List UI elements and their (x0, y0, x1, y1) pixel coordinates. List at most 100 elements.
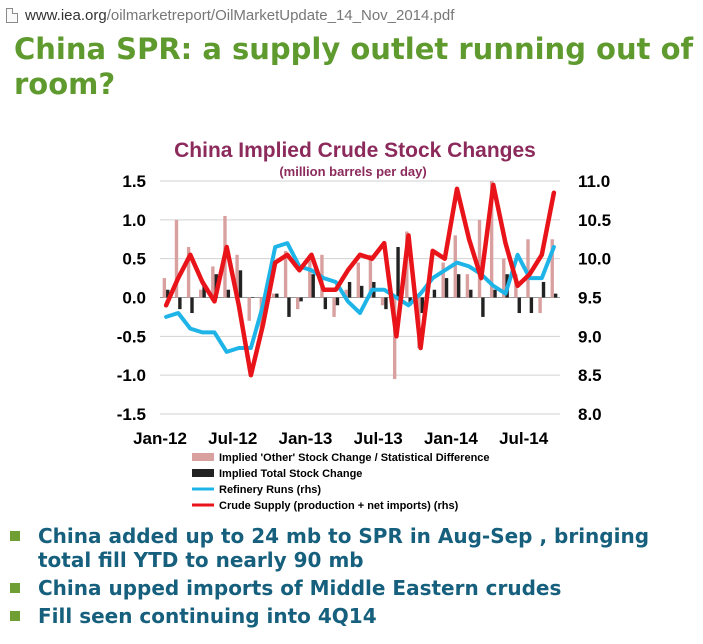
other-stock-bar (199, 289, 203, 298)
legend-other-stock: Implied 'Other' Stock Change / Statistic… (219, 452, 490, 464)
legend-swatch (192, 453, 214, 461)
total-stock-bar (299, 297, 303, 302)
url-path: /oilmarketreport/OilMarketUpdate_14_Nov_… (106, 6, 455, 24)
total-stock-bar (335, 297, 340, 306)
total-stock-bar (469, 289, 473, 298)
y-right-tick-label: 10.5 (578, 211, 611, 230)
total-stock-bar (190, 297, 194, 314)
line-layer (163, 182, 557, 378)
url-host: www.iea.org (25, 6, 107, 24)
bullet-text: Fill seen continuing into 4Q14 (38, 604, 377, 628)
total-stock-bar (275, 293, 279, 298)
other-stock-bar (271, 293, 276, 298)
other-stock-bar (453, 235, 457, 298)
x-tick-label: Jul-12 (208, 429, 257, 448)
other-stock-bar (477, 219, 482, 298)
chart-subtitle: (million barrels per day) (279, 164, 426, 179)
total-stock-bar (226, 289, 231, 298)
other-stock-bar (392, 297, 397, 380)
total-stock-bar (517, 297, 521, 314)
other-stock-bar (235, 254, 239, 298)
y-right-tick-label: 8.5 (578, 366, 602, 385)
other-stock-bar (489, 181, 494, 298)
y-right-tick-label: 9.0 (578, 327, 602, 346)
y-right-tick-label: 8.0 (578, 405, 602, 424)
x-tick-label: Jan-14 (424, 429, 478, 448)
other-stock-bar (186, 247, 191, 298)
legend-swatch (192, 469, 214, 477)
total-stock-bar (456, 274, 461, 298)
bullet-text: China added up to 24 mb to SPR in Aug-Se… (38, 524, 650, 572)
total-stock-bar (444, 278, 449, 298)
other-stock-bar (308, 254, 312, 298)
other-stock-bar (538, 297, 542, 314)
tick-layer: 1.5 1.0 0.5 0.0 -0.5 -1.0 -1.5 11.0 10.5 10.0 9.5 9… (117, 172, 611, 448)
other-stock-bar (465, 274, 470, 298)
bullet-marker (10, 583, 20, 593)
x-tick-label: Jan-12 (133, 429, 187, 448)
chart: China Implied Crude Stock Changes (milli… (117, 139, 611, 512)
x-tick-label: Jul-13 (354, 429, 403, 448)
legend-crude-supply: Crude Supply (production + net imports) … (219, 500, 459, 512)
other-stock-bar (356, 262, 360, 298)
y-left-tick-label: -0.5 (117, 327, 146, 346)
bullet-marker (10, 531, 20, 541)
total-stock-bar (202, 285, 206, 298)
total-stock-bar (238, 270, 243, 298)
other-stock-bar (526, 239, 530, 298)
bullet-marker (10, 611, 20, 621)
bullet-item: China upped imports of Middle Eastern cr… (10, 576, 700, 600)
other-stock-bar (429, 297, 433, 298)
document-icon (6, 7, 18, 23)
other-stock-bar (332, 297, 336, 317)
total-stock-bar (420, 297, 424, 314)
total-stock-bar (541, 281, 546, 298)
other-stock-bar (211, 266, 215, 298)
other-stock-bar (283, 250, 288, 298)
other-stock-bar (344, 289, 348, 298)
other-stock-bar (441, 262, 445, 298)
refinery-runs-line (164, 241, 556, 354)
chart-title: China Implied Crude Stock Changes (174, 139, 536, 162)
total-stock-bar (347, 281, 352, 298)
y-right-tick-label: 10.0 (578, 250, 611, 269)
other-stock-bar (162, 278, 167, 298)
total-stock-bar (323, 297, 328, 310)
total-stock-bar (360, 285, 364, 298)
other-stock-bar (380, 297, 385, 306)
x-tick-label: Jul-14 (499, 429, 549, 448)
other-stock-bar (174, 219, 179, 298)
other-stock-bar (368, 254, 373, 298)
total-stock-bar (529, 297, 534, 314)
total-stock-bar (287, 297, 291, 317)
total-stock-bar (493, 289, 497, 298)
y-left-tick-label: 0.0 (122, 289, 146, 308)
browser-url-bar[interactable]: www.iea.org/oilmarketreport/OilMarketUpd… (0, 0, 703, 30)
y-right-tick-label: 9.5 (578, 289, 602, 308)
total-stock-bar (166, 289, 170, 298)
other-stock-bar (502, 258, 506, 298)
total-stock-bar (432, 289, 437, 298)
total-stock-bar (250, 297, 255, 298)
y-left-tick-label: 1.0 (122, 211, 146, 230)
bullet-item: Fill seen continuing into 4Q14 (10, 604, 700, 628)
total-stock-bar (178, 297, 182, 310)
total-stock-bar (481, 297, 485, 317)
total-stock-bar (311, 274, 315, 298)
legend-total-stock: Implied Total Stock Change (219, 468, 362, 480)
total-stock-bar (553, 293, 558, 298)
legend-refinery-runs: Refinery Runs (rhs) (219, 484, 321, 496)
bullet-item: China added up to 24 mb to SPR in Aug-Se… (10, 524, 700, 572)
other-stock-bar (296, 297, 300, 310)
y-left-tick-label: 1.5 (122, 172, 146, 191)
url-text[interactable]: www.iea.org/oilmarketreport/OilMarketUpd… (25, 7, 454, 24)
y-left-tick-label: 0.5 (122, 250, 146, 269)
legend: Implied 'Other' Stock Change / Statistic… (192, 452, 490, 512)
bullet-list: China added up to 24 mb to SPR in Aug-Se… (10, 524, 700, 632)
y-right-tick-label: 11.0 (578, 172, 610, 191)
bullet-text: China upped imports of Middle Eastern cr… (38, 576, 562, 600)
slide-title: China SPR: a supply outlet running out o… (14, 32, 694, 101)
total-stock-bar (384, 297, 388, 310)
total-stock-bar (396, 247, 400, 298)
y-left-tick-label: -1.5 (117, 405, 146, 424)
